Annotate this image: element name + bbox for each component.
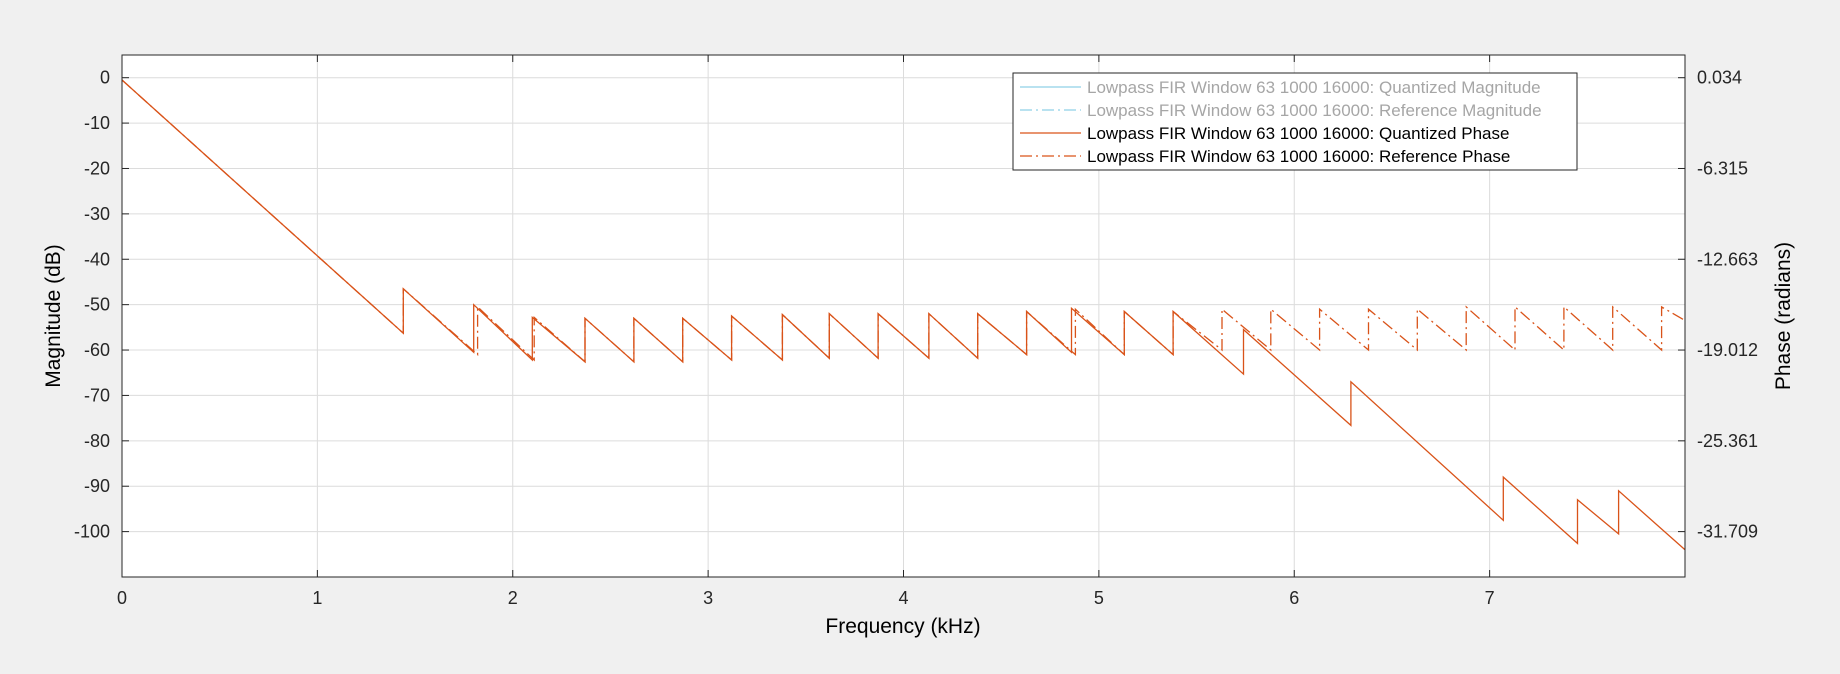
legend-entry-reference-phase[interactable]: Lowpass FIR Window 63 1000 16000: Refere…	[1087, 147, 1510, 166]
x-tick-label: 6	[1289, 588, 1299, 608]
x-axis-label: Frequency (kHz)	[825, 615, 980, 638]
y-axis-right-label: Phase (radians)	[1772, 242, 1795, 390]
y-tick-label-left: -100	[74, 522, 110, 542]
x-tick-label: 4	[898, 588, 908, 608]
x-tick-label: 7	[1485, 588, 1495, 608]
y-tick-label-left: -70	[84, 385, 110, 405]
x-tick-label: 3	[703, 588, 713, 608]
legend[interactable]: Lowpass FIR Window 63 1000 16000: Quanti…	[1012, 72, 1578, 171]
series-group	[122, 79, 1685, 551]
y-tick-label-right: -12.663	[1697, 249, 1758, 269]
y-axis-left-label: Magnitude (dB)	[42, 244, 65, 388]
y-tick-label-left: -50	[84, 295, 110, 315]
y-tick-label-left: 0	[100, 68, 110, 88]
x-tick-label: 2	[508, 588, 518, 608]
legend-entry-quantized-magnitude[interactable]: Lowpass FIR Window 63 1000 16000: Quanti…	[1087, 78, 1541, 97]
y-tick-label-right: -31.709	[1697, 522, 1758, 542]
y-tick-label-right: -19.012	[1697, 340, 1758, 360]
legend-entry-quantized-phase[interactable]: Lowpass FIR Window 63 1000 16000: Quanti…	[1087, 124, 1509, 143]
legend-entry-reference-magnitude[interactable]: Lowpass FIR Window 63 1000 16000: Refere…	[1087, 101, 1542, 120]
y-tick-label-left: -40	[84, 249, 110, 269]
y-tick-label-left: -20	[84, 158, 110, 178]
series-line-reference-phase	[122, 79, 1685, 364]
y-tick-label-right: -25.361	[1697, 431, 1758, 451]
y-tick-label-left: -80	[84, 431, 110, 451]
y-tick-label-right: 0.034	[1697, 68, 1742, 88]
x-tick-label: 0	[117, 588, 127, 608]
y-tick-label-left: -60	[84, 340, 110, 360]
x-tick-label: 1	[312, 588, 322, 608]
y-tick-label-right: -6.315	[1697, 158, 1748, 178]
ticks-group: 0 1 2 3 4 5 6 7 0 -10 -20 -30 -40 -50 -60 -70 -80 -90 -100…	[74, 55, 1758, 608]
y-tick-label-left: -30	[84, 204, 110, 224]
y-tick-label-left: -10	[84, 113, 110, 133]
legend-box	[1012, 72, 1578, 171]
y-tick-label-left: -90	[84, 476, 110, 496]
x-tick-label: 5	[1094, 588, 1104, 608]
